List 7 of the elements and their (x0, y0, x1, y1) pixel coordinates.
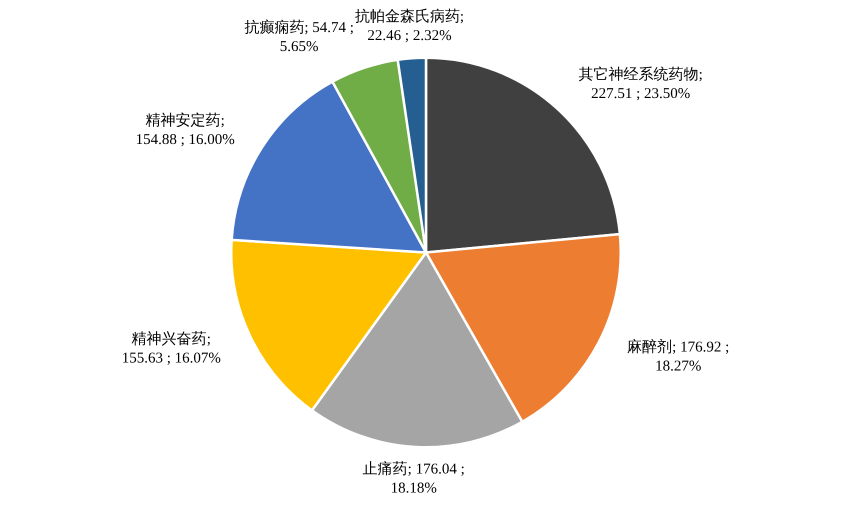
slice-label: 止痛药; 176.04 ; 18.18% (362, 460, 465, 496)
slice-label: 其它神经系统药物; 227.51 ; 23.50% (578, 66, 703, 102)
slice-label: 精神兴奋药; 155.63 ; 16.07% (122, 330, 221, 367)
slice-label: 精神安定药; 154.88 ; 16.00% (136, 112, 235, 148)
slice-label: 抗帕金森氏病药; 22.46 ; 2.32% (354, 8, 464, 44)
slice-label: 麻醉剂; 176.92 ; 18.27% (627, 338, 730, 375)
slice-label: 抗癫痫药; 54.74 ; 5.65% (244, 18, 354, 55)
